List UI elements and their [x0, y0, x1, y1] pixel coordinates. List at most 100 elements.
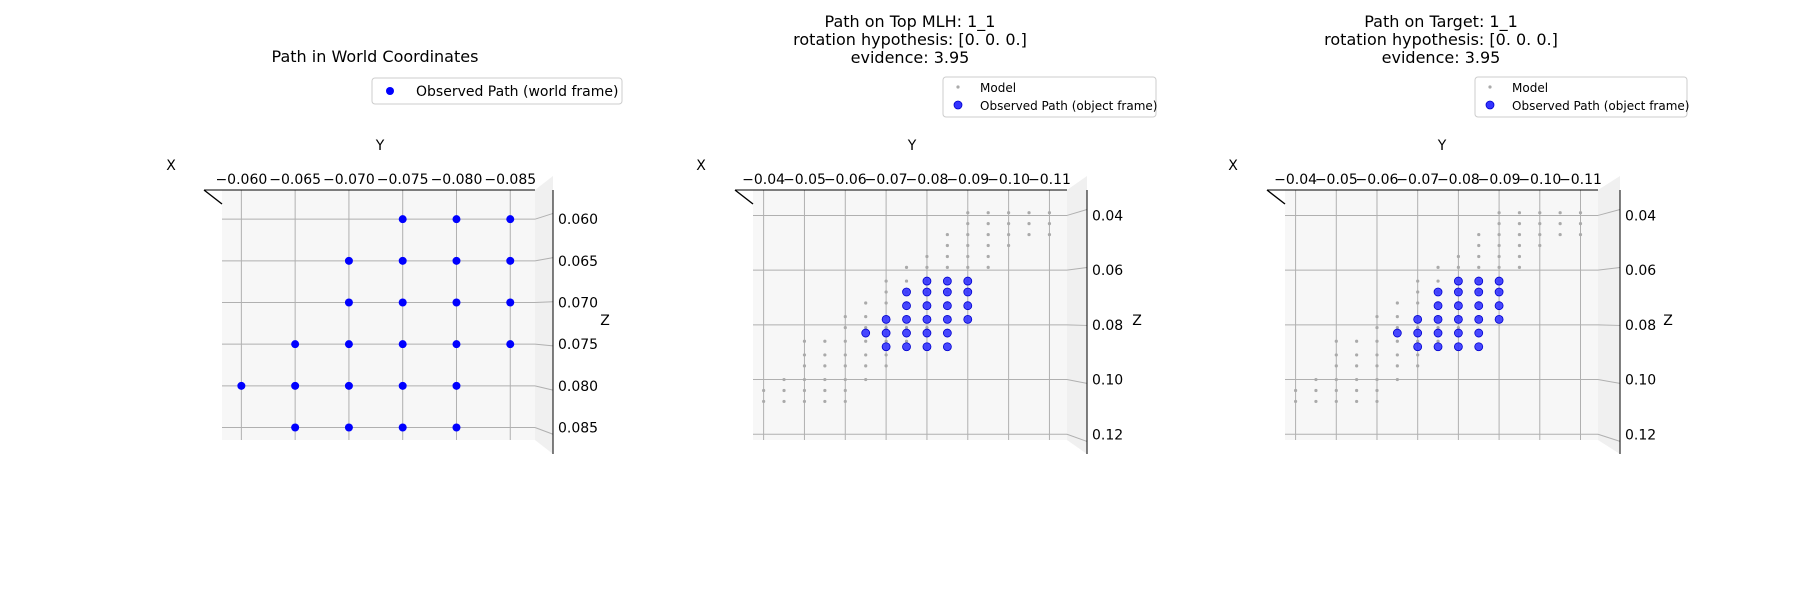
model-point	[864, 353, 868, 357]
model-point	[1497, 243, 1501, 248]
model-point	[1497, 222, 1501, 226]
model-point	[802, 399, 807, 404]
observed-point	[902, 301, 911, 311]
model-point	[966, 265, 970, 270]
z-tick-label: 0.060	[558, 212, 598, 228]
model-point	[1334, 353, 1338, 357]
model-point	[1007, 232, 1011, 237]
model-point	[986, 232, 990, 237]
model-point	[1558, 222, 1562, 226]
observed-point	[344, 298, 353, 307]
model-point	[1578, 211, 1583, 215]
observed-point	[398, 256, 407, 265]
y-tick-label: −0.07	[1396, 172, 1439, 188]
z-tick-label: 0.10	[1625, 373, 1656, 389]
model-point	[1314, 388, 1318, 393]
observed-point	[506, 298, 515, 307]
gridline-z-side	[1597, 379, 1621, 384]
model-point	[1416, 325, 1420, 330]
observed-point	[942, 328, 952, 338]
z-tick-label: 0.10	[1092, 373, 1123, 389]
observed-point	[1453, 276, 1463, 286]
model-point	[1027, 232, 1031, 237]
z-tick-label: 0.12	[1625, 427, 1656, 443]
observed-point	[1392, 328, 1402, 338]
model-point	[1477, 243, 1481, 248]
gridline-z-side	[1066, 266, 1088, 271]
chart-title: Path in World Coordinates	[272, 47, 479, 66]
model-point	[1334, 388, 1338, 393]
model-point	[925, 254, 929, 259]
observed-point	[963, 287, 973, 297]
model-point	[1517, 243, 1522, 248]
y-tick-label: −0.085	[484, 172, 536, 188]
model-point	[802, 339, 807, 343]
model-point	[1416, 279, 1420, 283]
model-point	[1355, 377, 1359, 382]
model-point	[782, 377, 786, 382]
observed-point	[942, 287, 952, 297]
axes-pane	[1285, 190, 1598, 440]
model-point	[1578, 232, 1583, 237]
y-tick-label: −0.065	[269, 172, 321, 188]
y-tick-label: −0.07	[865, 172, 908, 188]
observed-point	[1433, 342, 1443, 352]
y-tick-label: −0.070	[323, 172, 375, 188]
gridline-z-side	[534, 212, 554, 220]
model-point	[1395, 301, 1399, 305]
model-point	[1456, 265, 1460, 270]
legend-label: Model	[980, 81, 1016, 95]
gridline-z-side	[534, 301, 554, 303]
legend-label: Observed Path (object frame)	[980, 99, 1157, 113]
model-point	[1416, 353, 1420, 357]
z-tick-label: 0.085	[558, 421, 598, 437]
observed-point	[902, 342, 911, 352]
model-point	[1517, 254, 1522, 259]
observed-point	[506, 340, 515, 349]
y-tick-label: −0.05	[783, 172, 826, 188]
x-axis-line	[1266, 189, 1286, 205]
gridline-z-side	[534, 343, 554, 347]
model-point	[884, 301, 888, 305]
model-point	[823, 377, 827, 382]
model-point	[904, 265, 909, 270]
model-point	[1047, 222, 1052, 226]
model-point	[884, 353, 888, 357]
model-point	[1334, 364, 1338, 368]
model-point	[1395, 377, 1399, 382]
observed-point	[942, 314, 952, 324]
z-axis-label: Z	[1663, 313, 1673, 329]
model-point	[823, 339, 827, 343]
z-tick-label: 0.075	[558, 337, 598, 353]
y-axis-label: Y	[375, 138, 385, 154]
model-point	[864, 315, 868, 319]
model-point	[945, 254, 949, 259]
observed-point	[506, 256, 515, 265]
model-point	[966, 254, 970, 259]
model-point	[1355, 339, 1359, 343]
observed-point	[922, 328, 932, 338]
observed-point	[922, 287, 932, 297]
observed-point	[506, 215, 515, 224]
chart-title: evidence: 3.95	[1382, 48, 1501, 67]
model-point	[843, 364, 847, 368]
model-point	[762, 399, 766, 404]
observed-point	[1453, 301, 1463, 311]
model-point	[1395, 364, 1399, 368]
observed-point	[452, 298, 461, 307]
z-tick-label: 0.080	[558, 379, 598, 395]
observed-point	[344, 423, 353, 432]
model-point	[1047, 232, 1052, 237]
z-axis-label: Z	[1132, 313, 1142, 329]
model-point	[843, 377, 847, 382]
observed-point	[1453, 314, 1463, 324]
observed-point	[1453, 287, 1463, 297]
subplot-1: −0.060 −0.065 −0.070 −0.075 −0.080 −0.085 0.06…	[166, 47, 623, 454]
observed-point	[398, 340, 407, 349]
model-point	[1007, 243, 1011, 248]
model-point	[1538, 211, 1542, 215]
y-tick-label: −0.11	[1559, 172, 1602, 188]
model-point	[1497, 232, 1501, 237]
model-point	[864, 325, 868, 330]
